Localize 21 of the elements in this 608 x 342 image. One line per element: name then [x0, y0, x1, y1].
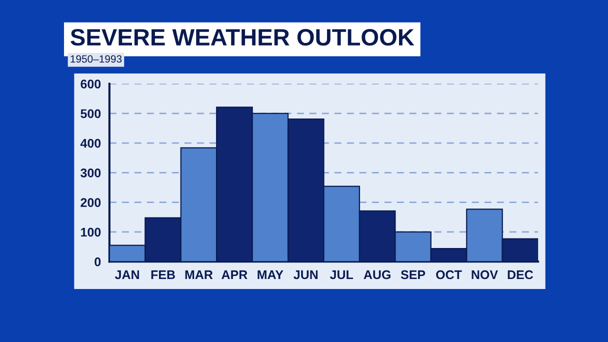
x-tick-label: MAR — [185, 270, 213, 280]
y-tick-label: 600 — [80, 80, 101, 88]
chart-title: SEVERE WEATHER OUTLOOK — [70, 28, 414, 46]
x-tick-label: JUL — [330, 270, 354, 280]
chart-subtitle: 1950–1993 — [70, 55, 122, 63]
x-tick-label: MAY — [258, 270, 284, 280]
y-tick-label: 300 — [80, 168, 101, 178]
x-tick-label: SEP — [400, 270, 426, 280]
x-tick-label: AUG — [364, 270, 390, 280]
x-tick-label: OCT — [436, 270, 462, 280]
x-tick-label: APR — [222, 270, 248, 280]
x-tick-label: DEC — [508, 270, 534, 280]
y-tick-label: 0 — [94, 257, 101, 266]
y-tick-label: 100 — [81, 228, 101, 237]
x-tick-label: NOV — [472, 270, 498, 280]
y-tick-label: 400 — [80, 138, 101, 148]
x-tick-label: JUN — [294, 270, 318, 280]
x-tick-label: FEB — [151, 270, 175, 280]
y-tick-label: 500 — [80, 109, 101, 118]
y-tick-label: 200 — [80, 198, 101, 207]
x-tick-label: JAN — [114, 270, 139, 280]
